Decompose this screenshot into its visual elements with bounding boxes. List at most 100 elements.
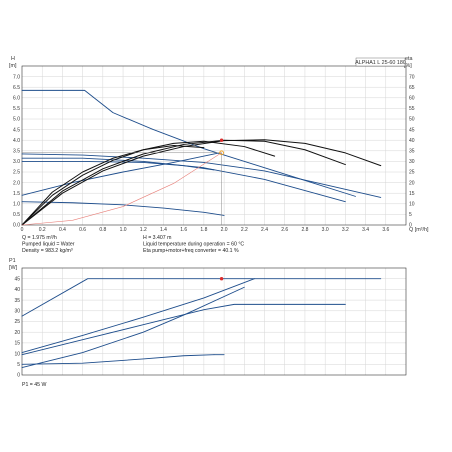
info-density: Density = 983.2 kg/m³ [22,248,73,254]
qh-ytick-label: 2.0 [13,180,20,186]
qh-xtick-label: 1.4 [160,227,167,233]
qh-y2tick-label: 10 [409,202,415,208]
qh-ytick-label: 6.5 [13,85,20,91]
info-head: H = 3.407 m [143,235,171,241]
power-ytick-label: 30 [14,309,20,315]
qh-ytick-label: 4.0 [13,138,20,144]
power-ytick-label: 45 [14,276,20,282]
qh-ytick-label: 3.5 [13,149,20,155]
qh-ytick-label: 1.5 [13,191,20,197]
power-operating-point-marker [219,277,224,281]
power-pump-curve [21,286,245,368]
info-power: P1 = 45 W [22,382,46,388]
qh-y2tick-label: 45 [409,127,415,133]
qh-operating-point-marker [219,138,224,142]
qh-grid [22,66,406,225]
qh-ylabel-left-1: H [11,56,15,62]
power-ytick-label: 15 [14,341,20,347]
legend-box [355,57,406,67]
power-series [21,278,382,368]
qh-efficiency-point-marker [219,150,224,156]
qh-xtick-label: 0 [21,227,24,233]
qh-efficiency-curve [21,139,346,226]
qh-y2tick-label: 15 [409,191,415,197]
qh-chart: 0 0.2 0.4 0.6 0.8 1.0 1.2 1.4 1.6 1.8 2.0 2.2 2.4 2.6… [9,56,429,233]
qh-xtick-label: 3.6 [382,227,389,233]
qh-y2tick-label: 65 [409,85,415,91]
qh-system-curve [21,152,222,226]
qh-y2tick-label: 20 [409,180,415,186]
power-plot-frame [21,267,407,376]
power-ytick-label: 10 [14,351,20,357]
qh-xtick-label: 1.2 [140,227,147,233]
duty-info: Q = 1.975 m³/h Pumped liquid = Water Den… [22,235,244,254]
qh-pump-curve [21,160,215,171]
qh-xtick-label: 2.6 [281,227,288,233]
power-ylabel-left-1: P1 [9,258,16,264]
legend-label: ALPHA1 L 25-60 180 [355,60,406,66]
power-ytick-label: 20 [14,330,20,336]
qh-y2tick-label: 50 [409,117,415,123]
power-pump-curve [21,303,346,356]
qh-xtick-label: 2.8 [301,227,308,233]
qh-xtick-label: 0.2 [39,227,46,233]
info-liquid: Pumped liquid = Water [22,242,75,248]
qh-ytick-label: 7.0 [13,74,20,80]
qh-y2tick-label: 55 [409,106,415,112]
qh-y2tick-label: 0 [409,223,412,229]
power-ytick-label: 40 [14,287,20,293]
qh-efficiency-curve [21,145,205,226]
qh-xtick-label: 3.2 [342,227,349,233]
info-flow: Q = 1.975 m³/h [22,235,57,241]
qh-xtick-label: 1.0 [120,227,127,233]
qh-xtick-label: 1.6 [180,227,187,233]
power-chart: 0 5 10 15 20 25 30 35 40 45 P1 [W] [9,258,407,379]
power-ytick-label: 25 [14,319,20,325]
qh-ytick-label: 0.5 [13,212,20,218]
qh-xtick-label: 0.4 [59,227,66,233]
qh-pump-curve [21,152,220,196]
qh-markers [22,138,224,225]
qh-ylabel-left-2: [m] [9,63,17,69]
qh-y2tick-label: 25 [409,170,415,176]
qh-xtick-label: 3.0 [322,227,329,233]
power-ylabel-left-2: [W] [9,265,18,271]
qh-y2tick-label: 35 [409,149,415,155]
qh-xtick-label: 2.0 [221,227,228,233]
qh-xtick-label: 0.8 [99,227,106,233]
qh-ytick-label: 1.0 [13,202,20,208]
qh-xtick-label: 0.6 [79,227,86,233]
qh-pump-curve [21,201,225,216]
info-temperature: Liquid temperature during operation = 60… [143,242,244,248]
power-markers [219,277,224,281]
qh-xtick-label: 1.8 [200,227,207,233]
qh-y2tick-label: 60 [409,96,415,102]
qh-ytick-label: 0.0 [13,223,20,229]
qh-efficiency-curve [21,139,382,226]
qh-series [21,89,382,226]
qh-efficiency-curve [21,140,276,226]
power-tick-labels: 0 5 10 15 20 25 30 35 40 45 [14,276,20,378]
power-pump-curve [21,354,215,365]
power-pump-curve [21,278,255,353]
power-ytick-label: 35 [14,298,20,304]
qh-y2tick-label: 30 [409,159,415,165]
power-grid [22,268,406,375]
qh-plot-frame [21,65,407,226]
info-efficiency: Eta pump+motor+freq converter = 40.1 % [143,248,239,254]
qh-y2tick-label: 5 [409,212,412,218]
power-pump-curve [21,278,382,317]
qh-pump-curve [21,153,382,198]
qh-ytick-label: 4.5 [13,127,20,133]
qh-tick-labels: 0 0.2 0.4 0.6 0.8 1.0 1.2 1.4 1.6 1.8 2.0 2.2 2.4 2.6… [13,74,415,233]
qh-ytick-label: 5.5 [13,106,20,112]
qh-xtick-label: 2.4 [261,227,268,233]
qh-ytick-label: 2.5 [13,170,20,176]
qh-ytick-label: 6.0 [13,96,20,102]
qh-ylabel-right-2: [%] [404,63,412,69]
qh-ytick-label: 3.0 [13,159,20,165]
qh-xtick-label: 2.2 [241,227,248,233]
qh-xlabel: Q [m³/h] [409,227,429,233]
qh-y2tick-label: 70 [409,74,415,80]
